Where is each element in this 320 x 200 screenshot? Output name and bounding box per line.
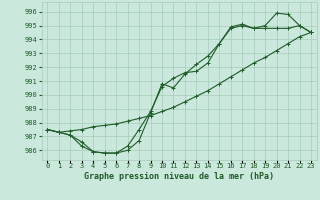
X-axis label: Graphe pression niveau de la mer (hPa): Graphe pression niveau de la mer (hPa) [84,172,274,181]
